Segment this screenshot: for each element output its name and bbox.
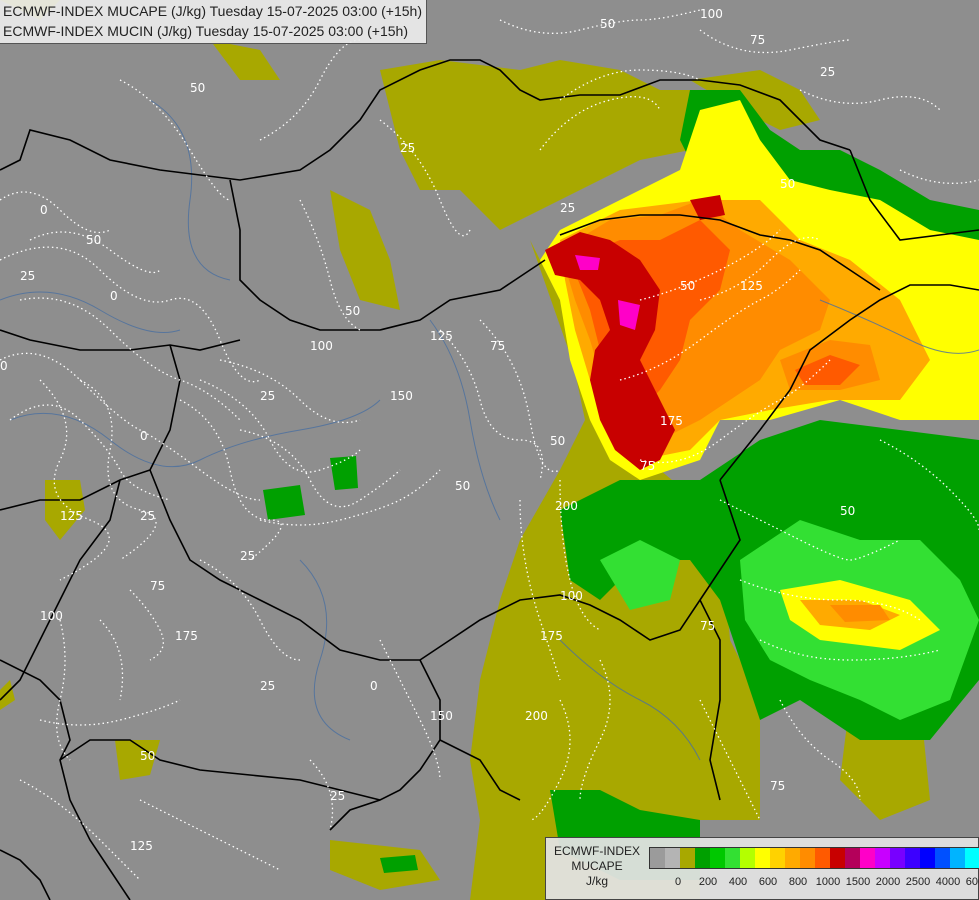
legend-tick-label: 2500 [905,876,931,888]
legend-tick-label: 2000 [875,876,901,888]
contour-label: 25 [240,549,255,563]
legend-tick-label: 800 [788,876,808,888]
legend-tick-label: 1000 [815,876,841,888]
contour-label: 25 [820,65,835,79]
contour-label: 100 [700,7,723,21]
contour-label: 25 [560,201,575,215]
legend-swatch [845,848,860,868]
cape-magenta-areas [575,255,640,330]
contour-label: 25 [260,679,275,693]
legend-swatch [665,848,680,868]
contour-label: 150 [430,709,453,723]
legend-swatch [740,848,755,868]
contour-label: 75 [490,339,505,353]
legend-title-source: ECMWF-INDEX [554,844,640,858]
contour-label: 125 [130,839,153,853]
contour-label: 50 [600,17,615,31]
legend-tick-label: 1500 [845,876,871,888]
contour-label: 0 [140,429,148,443]
legend-tick-label: 400 [728,876,748,888]
legend-swatch [830,848,845,868]
contour-label: 125 [60,509,83,523]
contour-label: 100 [40,609,63,623]
contour-label: 25 [260,389,275,403]
contour-label: 25 [20,269,35,283]
legend-swatch [680,848,695,868]
contour-label: 50 [680,279,695,293]
contour-label: 100 [560,589,583,603]
contour-label: 175 [175,629,198,643]
legend-title-unit: J/kg [585,874,608,888]
mucin-contour-labels: 100 50 75 25 50 25 50 0 25 50 0 100 125 50 75 150 25 0 50 1… [0,7,855,853]
header-line-mucin: ECMWF-INDEX MUCIN (J/kg) Tuesday 15-07-2… [3,23,408,39]
contour-label: 50 [840,504,855,518]
legend-tick-label: 0 [674,876,682,888]
contour-label: 0 [40,203,48,217]
legend-swatch [905,848,920,868]
contour-label: 25 [330,789,345,803]
legend-swatch [935,848,950,868]
contour-label: 175 [660,414,683,428]
contour-label: 75 [640,459,655,473]
legend-title: ECMWF-INDEX MUCAPE J/kg [550,844,644,889]
contour-label: 50 [140,749,155,763]
contour-label: 75 [770,779,785,793]
header-line-mucape: ECMWF-INDEX MUCAPE (J/kg) Tuesday 15-07-… [3,3,422,19]
legend-swatch [800,848,815,868]
legend-swatch [710,848,725,868]
legend-swatch [755,848,770,868]
legend-swatch [920,848,935,868]
legend-swatch [725,848,740,868]
contour-label: 75 [150,579,165,593]
contour-label: 50 [190,81,205,95]
legend-swatch [890,848,905,868]
legend-tick-label: 600 [758,876,778,888]
contour-label: 150 [390,389,413,403]
legend-swatch [650,848,665,868]
contour-label: 50 [550,434,565,448]
contour-label: 200 [555,499,578,513]
header-box: ECMWF-INDEX MUCAPE (J/kg) Tuesday 15-07-… [0,0,427,44]
contour-label: 50 [86,233,101,247]
legend-title-param: MUCAPE [571,859,623,873]
legend-swatch [950,848,965,868]
contour-label: 125 [430,329,453,343]
legend-swatch [965,848,979,868]
contour-label: 0 [0,359,8,373]
legend-swatch [815,848,830,868]
legend-tick-label: 200 [698,876,718,888]
contour-label: 175 [540,629,563,643]
legend-swatch [695,848,710,868]
legend-tick-label: 4000 [935,876,961,888]
legend: ECMWF-INDEX MUCAPE J/kg 0 200 400 600 800 100… [545,837,979,900]
legend-swatch [860,848,875,868]
contour-label: 125 [740,279,763,293]
contour-label: 0 [370,679,378,693]
legend-ticks: 0 200 400 600 800 1000 1500 2000 2500 4000 6000 [649,876,979,892]
contour-label: 0 [110,289,118,303]
contour-label: 50 [455,479,470,493]
contour-label: 100 [310,339,333,353]
legend-colorbar [649,847,979,869]
legend-swatch [875,848,890,868]
legend-swatch [770,848,785,868]
contour-label: 75 [700,619,715,633]
contour-label: 50 [345,304,360,318]
legend-tick-label: 6000 [965,876,979,888]
mucin-contours [0,9,979,881]
country-borders [0,59,979,900]
contour-label: 75 [750,33,765,47]
contour-label: 25 [140,509,155,523]
legend-swatch [785,848,800,868]
rivers [0,99,979,761]
contour-label: 50 [780,177,795,191]
cape-darkred-areas [545,195,725,470]
contour-label: 25 [400,141,415,155]
contour-label: 200 [525,709,548,723]
